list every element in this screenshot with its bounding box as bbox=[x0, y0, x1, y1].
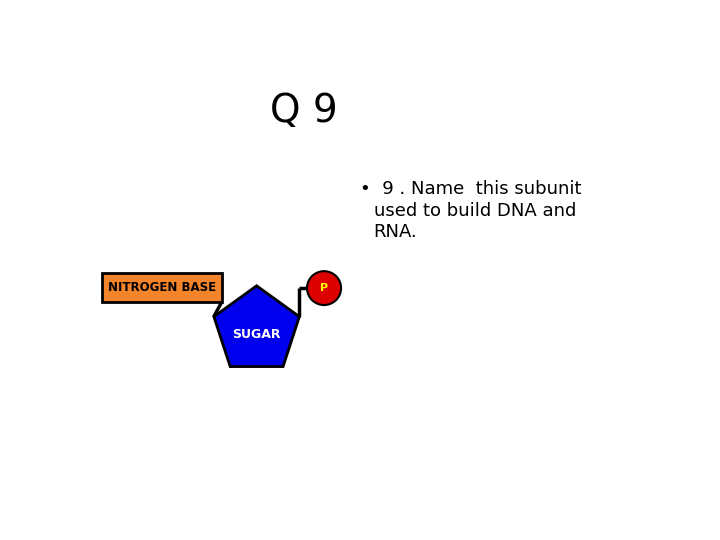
Text: SUGAR: SUGAR bbox=[233, 328, 281, 341]
Text: RNA.: RNA. bbox=[374, 224, 418, 241]
FancyBboxPatch shape bbox=[102, 273, 222, 302]
Text: NITROGEN BASE: NITROGEN BASE bbox=[107, 281, 216, 294]
Text: P: P bbox=[320, 283, 328, 293]
Text: Q 9: Q 9 bbox=[270, 92, 338, 130]
Circle shape bbox=[307, 271, 341, 305]
Text: •  9 . Name  this subunit: • 9 . Name this subunit bbox=[360, 180, 581, 198]
Text: used to build DNA and: used to build DNA and bbox=[374, 202, 576, 220]
Polygon shape bbox=[214, 286, 300, 367]
